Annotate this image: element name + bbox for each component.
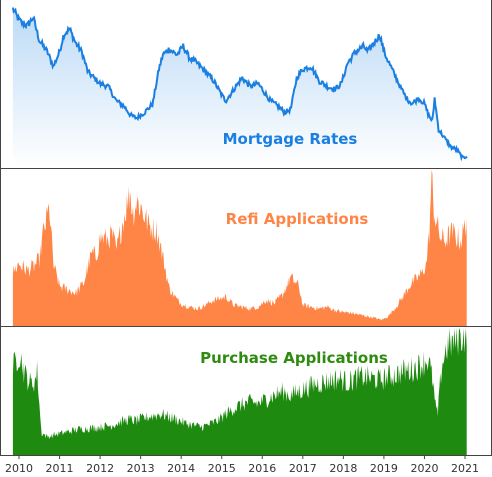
x-tick-label: 2018 bbox=[329, 462, 357, 475]
refi-applications-title: Refi Applications bbox=[226, 210, 369, 228]
panel-purchase-applications: Purchase Applications bbox=[12, 328, 467, 455]
panel-mortgage-rates: Mortgage Rates bbox=[11, 7, 468, 167]
mortgage-rates-title: Mortgage Rates bbox=[223, 130, 358, 148]
x-tick-label: 2020 bbox=[410, 462, 438, 475]
x-axis: 2010 2011 2012 2013 2014 2015 2016 2017 2018 2019… bbox=[5, 455, 479, 475]
x-tick-label: 2012 bbox=[86, 462, 114, 475]
purchase-applications-area bbox=[12, 328, 467, 455]
refi-applications-area bbox=[12, 170, 467, 326]
panel-refi-applications: Refi Applications bbox=[12, 170, 467, 326]
mortgage-rates-area bbox=[12, 7, 468, 167]
mortgage-rates-line bbox=[11, 7, 468, 162]
x-tick-label: 2019 bbox=[370, 462, 398, 475]
x-tick-label: 2010 bbox=[5, 462, 33, 475]
x-tick-label: 2017 bbox=[289, 462, 317, 475]
x-tick-label: 2014 bbox=[167, 462, 195, 475]
x-tick-label: 2011 bbox=[46, 462, 74, 475]
x-tick-label: 2015 bbox=[208, 462, 236, 475]
x-tick-label: 2016 bbox=[248, 462, 276, 475]
x-tick-label: 2021 bbox=[451, 462, 479, 475]
x-tick-label: 2013 bbox=[127, 462, 155, 475]
purchase-applications-title: Purchase Applications bbox=[200, 349, 388, 367]
